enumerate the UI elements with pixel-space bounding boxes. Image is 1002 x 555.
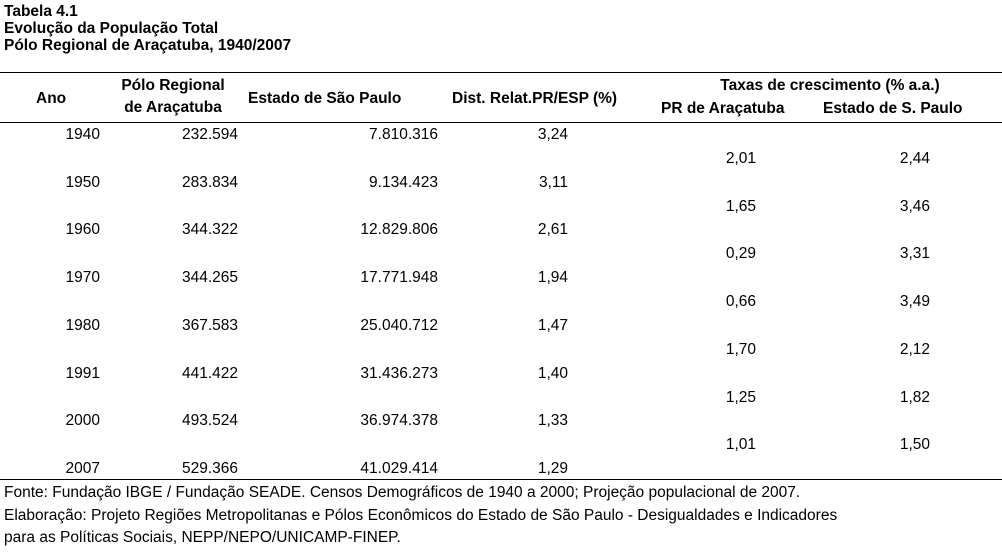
- cell-ano: 1980: [65, 317, 100, 334]
- table-footnote: Fonte: Fundação IBGE / Fundação SEADE. C…: [4, 482, 837, 550]
- header-estado: Estado de São Paulo: [248, 90, 402, 107]
- cell-ano: 2000: [65, 412, 100, 429]
- cell-growth-esp: 3,31: [899, 245, 930, 262]
- header-polo-line1: Pólo Regional: [121, 77, 225, 94]
- table-bottom-rule: [0, 479, 1002, 480]
- footnote-source: Fonte: Fundação IBGE / Fundação SEADE. C…: [4, 484, 801, 501]
- cell-estado: 17.771.948: [360, 269, 438, 286]
- cell-dist: 1,33: [537, 412, 568, 429]
- cell-ano: 1950: [65, 174, 100, 191]
- cell-polo: 441.422: [181, 365, 238, 382]
- cell-growth-esp: 1,82: [899, 389, 930, 406]
- table-title: Evolução da População Total: [4, 20, 219, 37]
- header-ano: Ano: [36, 90, 67, 107]
- cell-polo: 529.366: [181, 460, 238, 477]
- cell-estado: 31.436.273: [360, 365, 438, 382]
- table-top-rule: [0, 72, 1002, 73]
- cell-growth-pr: 0,29: [725, 245, 756, 262]
- cell-estado: 7.810.316: [369, 126, 438, 143]
- cell-dist: 2,61: [537, 221, 568, 238]
- cell-growth-esp: 3,46: [899, 198, 930, 215]
- header-taxas-group: Taxas de crescimento (% a.a.): [720, 77, 940, 94]
- cell-growth-esp: 1,50: [899, 436, 930, 453]
- cell-growth-esp: 2,12: [899, 341, 930, 358]
- cell-growth-esp: 2,44: [899, 150, 930, 167]
- cell-ano: 1970: [65, 269, 100, 286]
- footnote-elaboration-cont: para as Políticas Sociais, NEPP/NEPO/UNI…: [4, 529, 401, 546]
- footnote-elaboration: Elaboração: Projeto Regiões Metropolitan…: [4, 506, 838, 524]
- cell-polo: 232.594: [181, 126, 238, 143]
- header-rule: [0, 122, 1002, 123]
- cell-dist: 1,29: [537, 460, 568, 477]
- cell-dist: 1,40: [537, 365, 568, 382]
- cell-estado: 41.029.414: [360, 460, 438, 477]
- cell-estado: 25.040.712: [360, 317, 438, 334]
- cell-dist: 3,24: [537, 126, 568, 143]
- cell-dist: 1,94: [537, 269, 568, 286]
- cell-polo: 493.524: [181, 412, 238, 429]
- cell-polo: 367.583: [181, 317, 238, 334]
- cell-polo: 283.834: [181, 174, 238, 191]
- cell-growth-pr: 2,01: [725, 150, 756, 167]
- table-subtitle: Pólo Regional de Araçatuba, 1940/2007: [4, 37, 292, 54]
- cell-growth-pr: 1,70: [725, 341, 756, 358]
- cell-growth-pr: 1,01: [725, 436, 756, 453]
- cell-growth-pr: 0,66: [725, 293, 756, 310]
- cell-polo: 344.265: [181, 269, 238, 286]
- cell-dist: 3,11: [538, 174, 568, 191]
- header-taxas-pr: PR de Araçatuba: [661, 100, 785, 117]
- cell-growth-pr: 1,65: [725, 198, 756, 215]
- cell-ano: 1940: [65, 126, 100, 143]
- cell-estado: 9.134.423: [369, 174, 438, 191]
- cell-growth-esp: 3,49: [899, 293, 930, 310]
- table-number: Tabela 4.1: [4, 3, 78, 20]
- header-dist: Dist. Relat.PR/ESP (%): [452, 90, 618, 107]
- cell-ano: 1991: [65, 365, 100, 382]
- cell-ano: 1960: [65, 221, 100, 238]
- header-taxas-esp: Estado de S. Paulo: [823, 100, 963, 117]
- cell-estado: 12.829.806: [360, 221, 438, 238]
- cell-polo: 344.322: [181, 221, 238, 238]
- cell-growth-pr: 1,25: [725, 389, 756, 406]
- header-polo-line2: de Araçatuba: [124, 99, 222, 116]
- cell-dist: 1,47: [537, 317, 568, 334]
- cell-ano: 2007: [65, 460, 100, 477]
- table-title-block: Tabela 4.1 Evolução da População Total P…: [4, 3, 291, 54]
- cell-estado: 36.974.378: [360, 412, 438, 429]
